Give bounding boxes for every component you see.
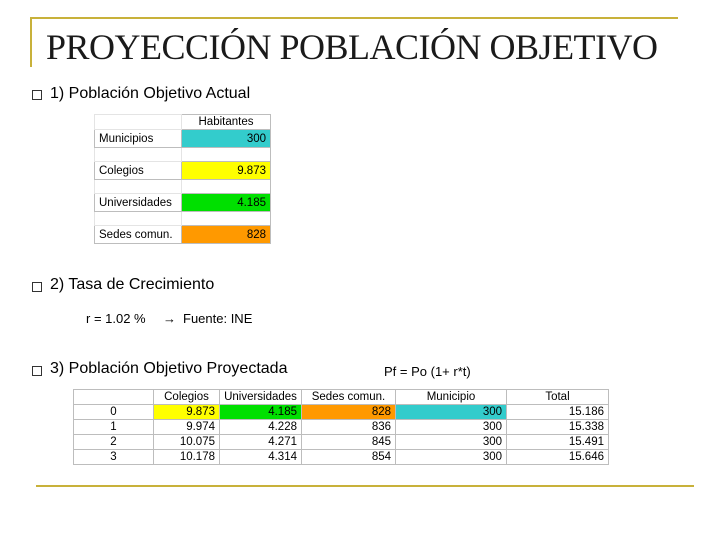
bullet-3 bbox=[32, 366, 42, 376]
cell-colegios: 10.178 bbox=[153, 449, 220, 465]
row-value-colegios: 9.873 bbox=[181, 161, 271, 180]
row-value-sedes: 828 bbox=[181, 225, 271, 244]
cell-total: 15.646 bbox=[506, 449, 609, 465]
section-1-heading: 1) Población Objetivo Actual bbox=[50, 85, 251, 102]
row-value-municipios: 300 bbox=[181, 129, 271, 148]
header-habitantes: Habitantes bbox=[181, 114, 271, 130]
cell-universidades: 4.228 bbox=[219, 419, 302, 435]
header-sedes: Sedes comun. bbox=[301, 389, 396, 405]
cell-colegios: 10.075 bbox=[153, 434, 220, 450]
cell-total: 15.186 bbox=[506, 404, 609, 420]
arrow-icon: → bbox=[163, 311, 176, 326]
bottom-rule bbox=[36, 485, 694, 487]
top-rule bbox=[30, 17, 678, 19]
header-colegios: Colegios bbox=[153, 389, 220, 405]
formula: Pf = Po (1+ r*t) bbox=[384, 364, 471, 379]
cell-universidades: 4.271 bbox=[219, 434, 302, 450]
cell-year: 1 bbox=[73, 419, 154, 435]
cell-municipio: 300 bbox=[395, 419, 507, 435]
cell-municipio: 300 bbox=[395, 404, 507, 420]
table-row: 2 10.075 4.271 845 300 15.491 bbox=[73, 434, 609, 450]
header-total: Total bbox=[506, 389, 609, 405]
projection-table: Colegios Universidades Sedes comun. Muni… bbox=[73, 389, 609, 465]
bullet-1 bbox=[32, 90, 42, 100]
rate-source: Fuente: INE bbox=[183, 311, 253, 326]
header-blank bbox=[94, 114, 182, 130]
cell-sedes: 854 bbox=[301, 449, 396, 465]
header-municipio: Municipio bbox=[395, 389, 507, 405]
cell-colegios: 9.873 bbox=[153, 404, 220, 420]
current-population-table: Habitantes Municipios 300 Colegios 9.873… bbox=[94, 114, 271, 244]
cell-total: 15.491 bbox=[506, 434, 609, 450]
cell-sedes: 836 bbox=[301, 419, 396, 435]
table-row: 1 9.974 4.228 836 300 15.338 bbox=[73, 419, 609, 435]
cell-sedes: 828 bbox=[301, 404, 396, 420]
page-title: PROYECCIÓN POBLACIÓN OBJETIVO bbox=[46, 27, 658, 67]
section-2-heading: 2) Tasa de Crecimiento bbox=[50, 276, 215, 293]
cell-municipio: 300 bbox=[395, 449, 507, 465]
row-label-sedes: Sedes comun. bbox=[94, 225, 182, 244]
left-rule bbox=[30, 17, 32, 67]
cell-universidades: 4.185 bbox=[219, 404, 302, 420]
bullet-2 bbox=[32, 282, 42, 292]
table-row: 3 10.178 4.314 854 300 15.646 bbox=[73, 449, 609, 465]
cell-year: 0 bbox=[73, 404, 154, 420]
cell-municipio: 300 bbox=[395, 434, 507, 450]
cell-year: 2 bbox=[73, 434, 154, 450]
row-label-universidades: Universidades bbox=[94, 193, 182, 212]
header-year bbox=[73, 389, 154, 405]
cell-colegios: 9.974 bbox=[153, 419, 220, 435]
table-row: 0 9.873 4.185 828 300 15.186 bbox=[73, 404, 609, 420]
row-label-colegios: Colegios bbox=[94, 161, 182, 180]
row-value-universidades: 4.185 bbox=[181, 193, 271, 212]
cell-total: 15.338 bbox=[506, 419, 609, 435]
cell-universidades: 4.314 bbox=[219, 449, 302, 465]
header-universidades: Universidades bbox=[219, 389, 302, 405]
cell-year: 3 bbox=[73, 449, 154, 465]
row-label-municipios: Municipios bbox=[94, 129, 182, 148]
rate-text: r = 1.02 % bbox=[86, 311, 146, 326]
section-3-heading: 3) Población Objetivo Proyectada bbox=[50, 360, 288, 377]
cell-sedes: 845 bbox=[301, 434, 396, 450]
